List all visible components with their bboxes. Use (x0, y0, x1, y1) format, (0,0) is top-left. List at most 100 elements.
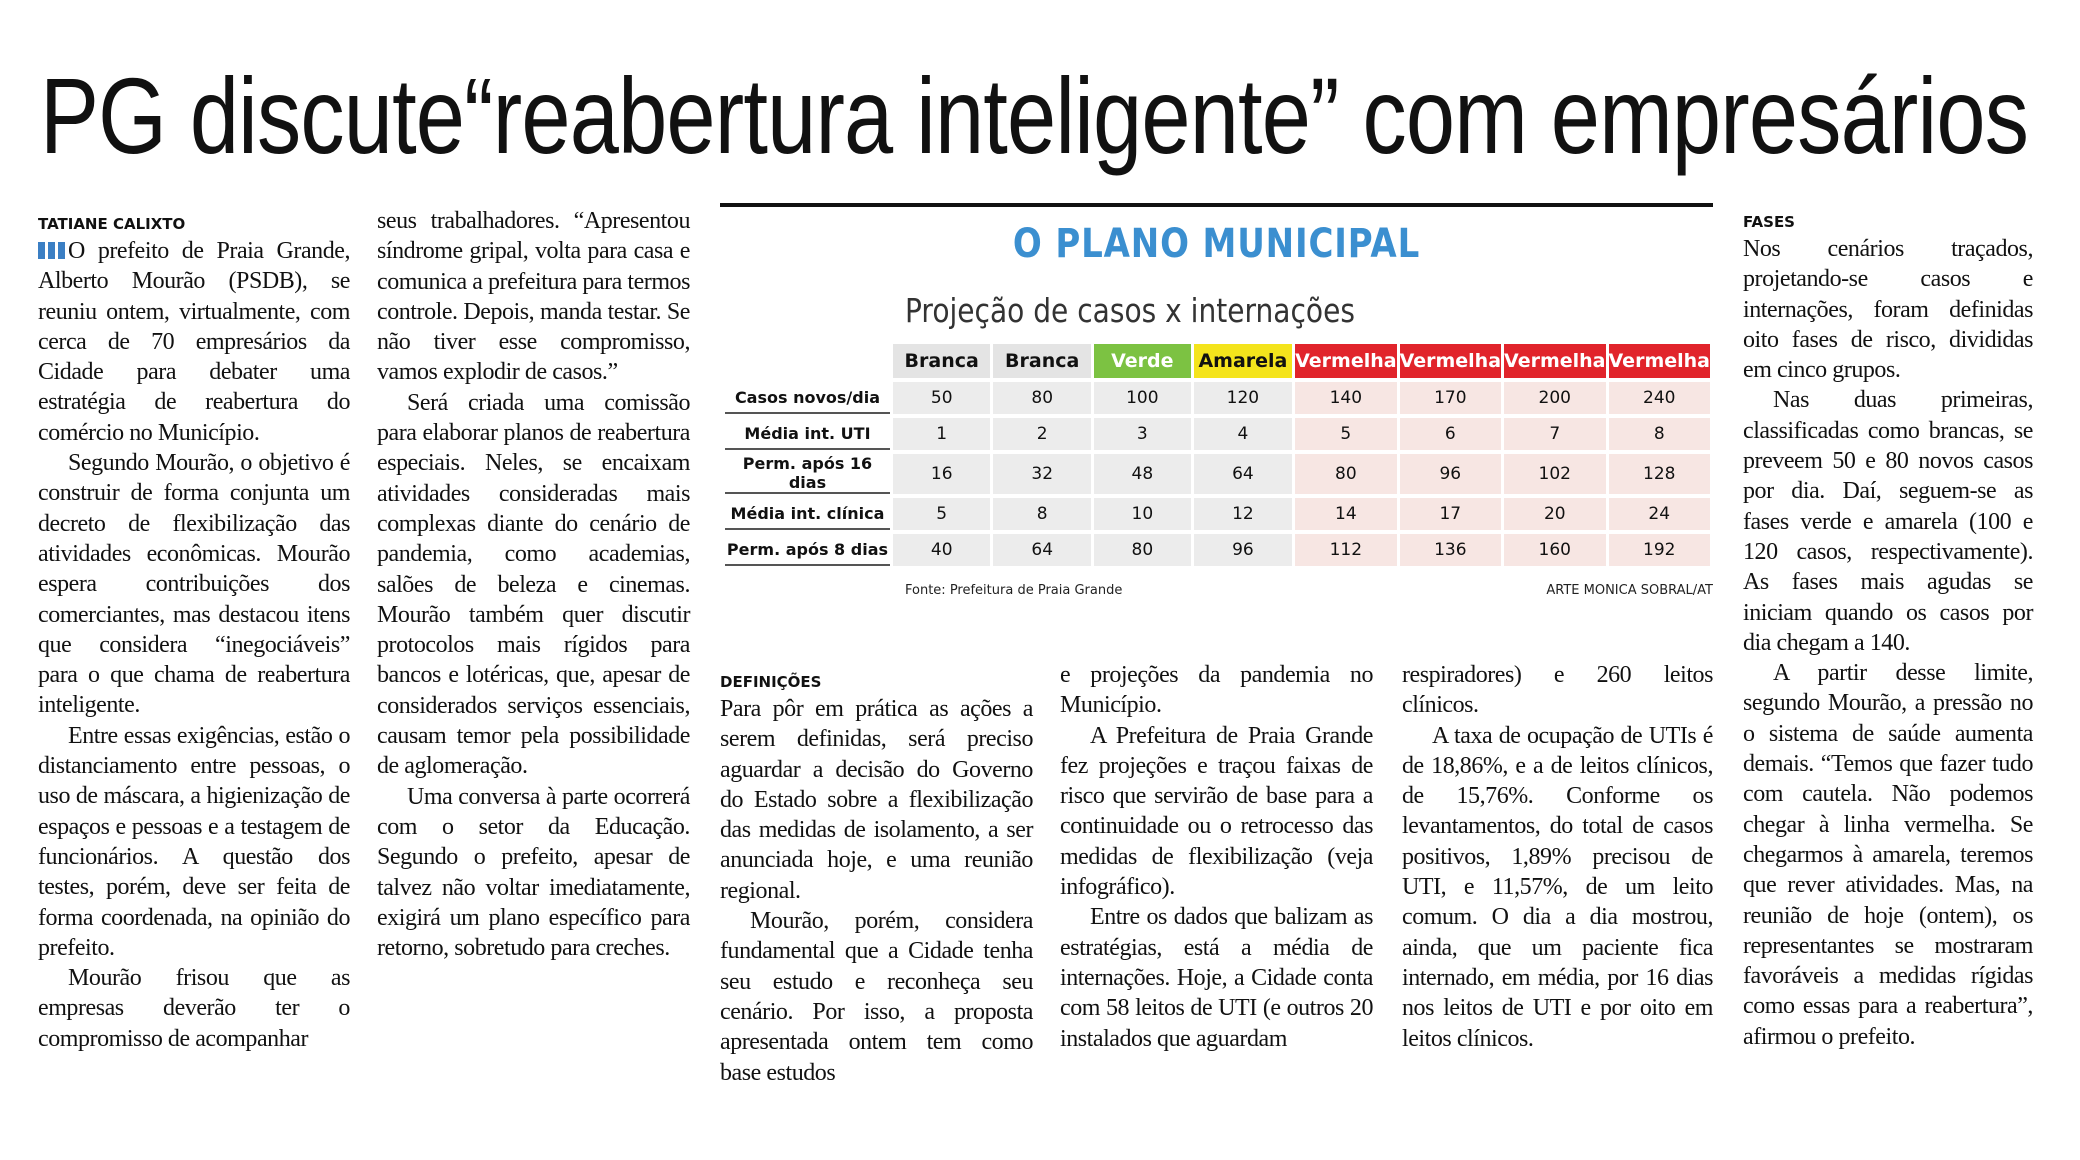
paragraph: seus trabalhadores. “Apresentou síndrome… (377, 206, 690, 388)
text-column: DEFINIÇÕES Para pôr em prática as ações a… (720, 672, 1033, 1088)
table-cell: 10 (1093, 498, 1191, 530)
table-row: Média int. UTI 1 2 3 4 5 6 7 8 (725, 418, 1710, 450)
paragraph: Entre os dados que balizam as estratégia… (1060, 902, 1373, 1053)
paragraph-text: Nos cenários traçados, projetando-se cas… (1743, 236, 2033, 384)
table-cell: 24 (1608, 498, 1710, 530)
row-label: Casos novos/dia (725, 382, 890, 414)
paragraph: e projeções da pandemia no Município. (1060, 660, 1373, 721)
paragraph-text: seus trabalhadores. “Apresentou síndrome… (377, 208, 690, 386)
paragraph-text: O prefeito de Praia Grande, Alberto Mour… (38, 238, 350, 446)
source: Fonte: Prefeitura de Praia Grande (905, 583, 1123, 598)
paragraph-text: Mourão, porém, considera fundamental que… (720, 908, 1033, 1086)
text-column: e projeções da pandemia no Município. A P… (1060, 660, 1373, 1054)
column-heading: DEFINIÇÕES (720, 673, 822, 691)
table-cell: 8 (993, 498, 1091, 530)
paragraph: Será criada uma comissão para elaborar p… (377, 388, 690, 782)
phase-header: Vermelha (1504, 344, 1606, 378)
paragraph-text: Mourão frisou que as empresas deverão te… (38, 965, 350, 1052)
paragraph-text: Nas duas primeiras, classificadas como b… (1743, 387, 2033, 656)
table-cell: 4 (1193, 418, 1293, 450)
row-label: Média int. clínica (725, 498, 890, 530)
paragraph-text: e projeções da pandemia no Município. (1060, 662, 1373, 719)
table-cell: 6 (1399, 418, 1502, 450)
paragraph: Segundo Mourão, o objetivo é construir d… (38, 448, 350, 721)
data-table: Branca Branca Verde Amarela Vermelha Vermelha… (722, 340, 1713, 570)
phase-header: Vermelha (1608, 344, 1710, 378)
table-cell: 5 (1295, 418, 1397, 450)
table-cell: 12 (1193, 498, 1293, 530)
paragraph-text: A partir desse limite, segundo Mourão, a… (1743, 660, 2033, 1050)
paragraph-text: A taxa de ocupação de UTIs é de 18,86%, … (1402, 722, 1713, 1052)
table-cell: 80 (1093, 534, 1191, 566)
row-label: Média int. UTI (725, 418, 890, 450)
paragraph: Nas duas primeiras, classificadas como b… (1743, 385, 2033, 658)
paragraph: Mourão, porém, considera fundamental que… (720, 906, 1033, 1088)
corner (725, 344, 890, 378)
table-cell: 20 (1504, 498, 1606, 530)
marker (58, 242, 65, 259)
credit: ARTE MONICA SOBRAL/AT (1546, 583, 1713, 598)
paragraph-text: Será criada uma comissão para elaborar p… (377, 389, 690, 780)
column-heading: TATIANE CALIXTO (38, 215, 186, 233)
table-cell: 160 (1504, 534, 1606, 566)
table-cell: 200 (1504, 382, 1606, 414)
table-cell: 128 (1608, 454, 1710, 494)
table-cell: 5 (892, 498, 991, 530)
text-column: TATIANE CALIXTO O prefeito de Praia Grand… (38, 214, 350, 1054)
paragraph-text: respiradores) e 260 leitos clínicos. (1402, 662, 1713, 719)
marker (38, 242, 45, 259)
infographic: O PLANO MUNICIPAL Projeção de casos x in… (720, 203, 1713, 613)
row-label: Perm. após 16 dias (725, 454, 890, 494)
phase-header: Branca (892, 344, 991, 378)
paragraph: Mourão frisou que as empresas deverão te… (38, 963, 350, 1054)
paragraph: A taxa de ocupação de UTIs é de 18,86%, … (1402, 721, 1713, 1054)
paragraph: A Prefeitura de Praia Grande fez projeçõ… (1060, 721, 1373, 903)
table-cell: 64 (1193, 454, 1293, 494)
rule (720, 203, 1713, 207)
table-row: Média int. clínica 5 8 10 12 14 17 20 24 (725, 498, 1710, 530)
table-row: Perm. após 16 dias 16 32 48 64 80 96 102 128 (725, 454, 1710, 494)
text-column: respiradores) e 260 leitos clínicos. A ta… (1402, 660, 1713, 1054)
table-cell: 100 (1093, 382, 1191, 414)
header-row: Branca Branca Verde Amarela Vermelha Vermelha… (725, 344, 1710, 378)
table-cell: 96 (1399, 454, 1502, 494)
paragraph: A partir desse limite, segundo Mourão, a… (1743, 658, 2033, 1052)
paragraph-text: Entre os dados que balizam as estratégia… (1060, 904, 1373, 1052)
table-cell: 50 (892, 382, 991, 414)
table-cell: 14 (1295, 498, 1397, 530)
table-cell: 80 (1295, 454, 1397, 494)
table-cell: 2 (993, 418, 1091, 450)
row-label: Perm. após 8 dias (725, 534, 890, 566)
table-cell: 140 (1295, 382, 1397, 414)
table-cell: 1 (892, 418, 991, 450)
table-cell: 240 (1608, 382, 1710, 414)
table-cell: 170 (1399, 382, 1502, 414)
table-cell: 40 (892, 534, 991, 566)
table-cell: 192 (1608, 534, 1710, 566)
phase-header: Vermelha (1295, 344, 1397, 378)
phase-header: Amarela (1193, 344, 1293, 378)
marker (48, 242, 55, 259)
paragraph: O prefeito de Praia Grande, Alberto Mour… (38, 236, 350, 448)
paragraph: Nos cenários traçados, projetando-se cas… (1743, 234, 2033, 385)
table-cell: 80 (993, 382, 1091, 414)
paragraph-text: Entre essas exigências, estão o distanci… (38, 722, 350, 961)
paragraph-text: A Prefeitura de Praia Grande fez projeçõ… (1060, 722, 1373, 901)
paragraph-text: Segundo Mourão, o objetivo é construir d… (38, 450, 350, 719)
paragraph: Para pôr em prática as ações a serem def… (720, 694, 1033, 906)
table-row: Casos novos/dia 50 80 100 120 140 170 200 240 (725, 382, 1710, 414)
paragraph: respiradores) e 260 leitos clínicos. (1402, 660, 1713, 721)
table-cell: 48 (1093, 454, 1191, 494)
text-column: FASES Nos cenários traçados, projetando-s… (1743, 212, 2033, 1052)
paragraph: Entre essas exigências, estão o distanci… (38, 721, 350, 963)
table-cell: 136 (1399, 534, 1502, 566)
phase-header: Branca (993, 344, 1091, 378)
table-cell: 17 (1399, 498, 1502, 530)
paragraph-text: Uma conversa à parte ocorrerá com o seto… (377, 783, 690, 962)
table-cell: 32 (993, 454, 1091, 494)
phase-header: Verde (1093, 344, 1191, 378)
headline: PG discute“reabertura inteligente” com e… (40, 55, 2029, 176)
paragraph-text: Para pôr em prática as ações a serem def… (720, 696, 1033, 904)
table-cell: 8 (1608, 418, 1710, 450)
